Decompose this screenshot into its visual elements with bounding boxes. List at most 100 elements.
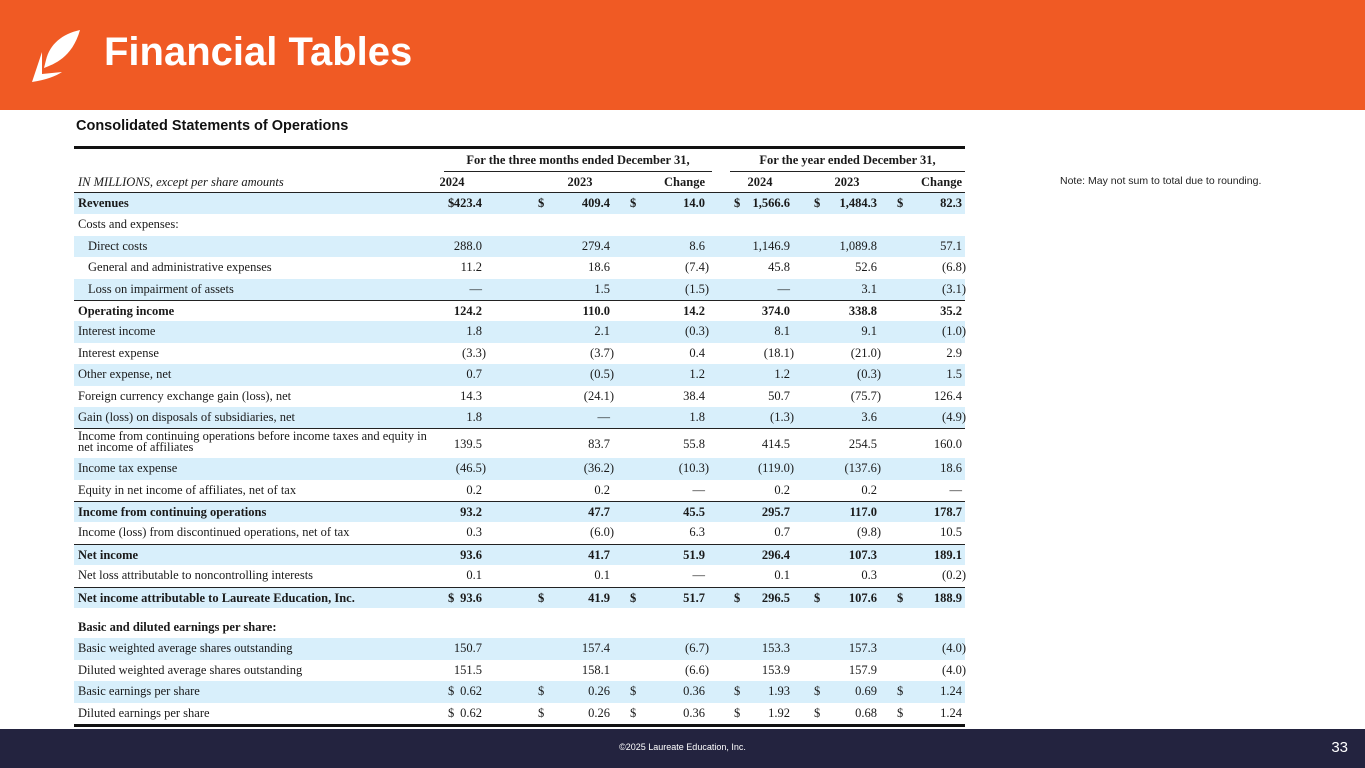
column-header: 2024: [439, 175, 465, 189]
cell-value: (9.8): [857, 525, 881, 540]
cell-value: 1,146.9: [752, 238, 791, 253]
cell-value: 1.93: [768, 684, 790, 699]
cell-value: 153.3: [761, 641, 790, 656]
currency-symbol: $: [734, 196, 741, 210]
cell-value: 288.0: [453, 238, 482, 253]
cell-value: 14.0: [683, 196, 705, 210]
cell-value: 178.7: [933, 505, 962, 520]
currency-symbol: $: [630, 590, 637, 605]
cell-value: (6.7): [685, 641, 709, 656]
group-header-year: For the year ended December 31,: [730, 149, 965, 172]
cell-value: 374.0: [761, 303, 790, 318]
currency-symbol: $: [897, 196, 904, 210]
row-label: Diluted earnings per share: [78, 705, 210, 720]
cell-value: 35.2: [940, 303, 962, 318]
cell-value: 1.92: [768, 705, 790, 720]
cell-value: (46.5): [455, 461, 486, 476]
cell-value: 157.4: [581, 641, 610, 656]
table-row: Foreign currency exchange gain (loss), n…: [74, 386, 965, 407]
currency-symbol: $: [630, 684, 637, 699]
table-row: Income from continuing operations 93.2 47.…: [74, 501, 965, 523]
cell-value: (21.0): [850, 345, 881, 360]
cell-value: 160.0: [933, 437, 962, 452]
table-row: Net income attributable to Laureate Educ…: [74, 586, 965, 609]
cell-value: 117.0: [849, 505, 877, 520]
table-end-rule: [74, 723, 965, 727]
cell-value: 11.2: [460, 260, 482, 275]
currency-symbol: $: [538, 590, 545, 605]
cell-value: 18.6: [940, 461, 962, 476]
column-header: 2023: [834, 175, 860, 189]
cell-value: 10.5: [940, 525, 962, 540]
footer-bar: ©2025 Laureate Education, Inc. 33: [0, 729, 1365, 768]
cell-value: 1.24: [940, 684, 962, 699]
cell-value: 9.1: [861, 324, 877, 339]
cell-value: (137.6): [844, 461, 881, 476]
cell-value: 1,566.6: [752, 196, 791, 210]
cell-value: —: [469, 281, 483, 296]
cell-value: 0.36: [683, 684, 705, 699]
cell-value: (0.3): [857, 367, 881, 382]
page-number: 33: [1331, 739, 1348, 756]
cell-value: 157.3: [848, 641, 877, 656]
cell-value: 296.4: [761, 547, 790, 562]
section-title: Consolidated Statements of Operations: [76, 118, 349, 134]
table-row: Net income 93.6 41.7 51.9 296.4 107.3 189.1: [74, 543, 965, 566]
cell-value: 57.1: [940, 238, 962, 253]
cell-value: 254.5: [848, 437, 877, 452]
section-rule: [74, 608, 965, 617]
cell-value: 1.2: [689, 367, 705, 382]
row-label: Interest expense: [78, 345, 159, 360]
cell-value: (0.2): [942, 568, 966, 583]
cell-value: 279.4: [581, 238, 610, 253]
cell-value: 124.2: [453, 303, 482, 318]
table-row: Net loss attributable to noncontrolling …: [74, 565, 966, 586]
row-label: Income from continuing operations before…: [78, 429, 427, 455]
table-row: Basic weighted average shares outstandin…: [74, 638, 966, 660]
row-label: Basic weighted average shares outstandin…: [78, 641, 293, 656]
row-label: Gain (loss) on disposals of subsidiaries…: [78, 409, 295, 424]
currency-symbol: $: [897, 684, 904, 699]
cell-value: (3.1): [942, 281, 966, 296]
row-label: Net income: [78, 547, 139, 562]
cell-value: 41.7: [588, 547, 610, 562]
row-label: Equity in net income of affiliates, net …: [78, 482, 297, 497]
cell-value: 1.5: [594, 281, 610, 296]
cell-value: (18.1): [763, 345, 794, 360]
row-label: Diluted weighted average shares outstand…: [78, 662, 303, 677]
cell-value: 153.9: [761, 662, 790, 677]
cell-value: 8.6: [689, 238, 705, 253]
currency-symbol: $: [630, 705, 637, 720]
cell-value: 45.5: [683, 505, 705, 520]
cell-value: 50.7: [768, 388, 790, 403]
currency-symbol: $: [734, 705, 741, 720]
cell-value: 1.5: [946, 367, 962, 382]
cell-value: 151.5: [453, 662, 482, 677]
column-header: 2023: [567, 175, 593, 189]
currency-symbol: $: [630, 196, 637, 210]
cell-value: (1.3): [770, 409, 794, 424]
copyright: ©2025 Laureate Education, Inc.: [619, 742, 746, 752]
cell-value: 82.3: [940, 196, 962, 210]
cell-value: 1,089.8: [839, 238, 878, 253]
cell-value: 0.1: [774, 568, 790, 583]
cell-value: 107.3: [848, 547, 877, 562]
cell-value: (119.0): [758, 461, 794, 476]
cell-value: 3.6: [861, 409, 877, 424]
currency-symbol: $: [814, 196, 821, 210]
cell-value: 0.2: [594, 482, 610, 497]
cell-value: 0.26: [588, 684, 610, 699]
cell-value: 2.9: [946, 345, 962, 360]
row-label: Interest income: [78, 324, 156, 339]
rounding-note: Note: May not sum to total due to roundi…: [1060, 175, 1262, 187]
row-label: Revenues: [78, 196, 129, 210]
row-label: Income (loss) from discontinued operatio…: [78, 525, 350, 540]
cell-value: (3.3): [462, 345, 486, 360]
cell-value: 150.7: [453, 641, 482, 656]
currency-symbol: $: [538, 196, 545, 210]
column-header: 2024: [747, 175, 773, 189]
cell-value: (3.7): [590, 345, 614, 360]
cell-value: 0.68: [855, 705, 877, 720]
currency-symbol: $: [897, 705, 904, 720]
operations-table: For the three months ended December 31, …: [74, 146, 966, 727]
